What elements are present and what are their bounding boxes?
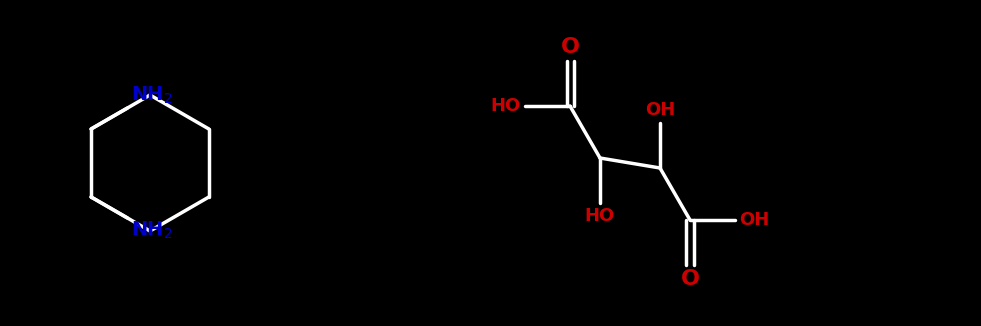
Text: OH: OH (739, 211, 769, 229)
Text: NH$_2$: NH$_2$ (131, 85, 173, 106)
Text: O: O (681, 269, 699, 289)
Text: NH$_2$: NH$_2$ (131, 220, 173, 241)
Text: OH: OH (645, 101, 675, 119)
Text: O: O (560, 37, 580, 57)
Text: HO: HO (490, 97, 521, 115)
Text: HO: HO (585, 207, 615, 225)
